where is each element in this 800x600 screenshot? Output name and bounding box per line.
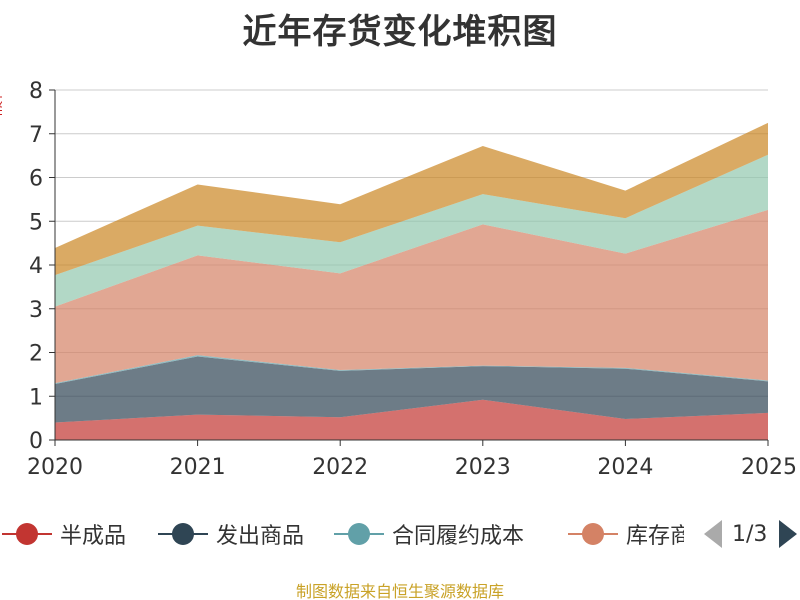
legend-prev-page-icon[interactable] xyxy=(704,520,722,548)
tick-labels: 0 1 2 3 4 5 6 7 8 2020 2021 2022 2023 2024 2025 xyxy=(27,79,797,480)
legend: 半成品 发出商品 合同履约成本 库存商品 1/3 xyxy=(0,512,800,556)
area-series-2[interactable] xyxy=(55,356,768,423)
legend-marker-icon xyxy=(568,518,618,550)
legend-label: 半成品 xyxy=(60,524,127,549)
legend-item[interactable]: 半成品 xyxy=(2,518,126,550)
y-tick-label: 8 xyxy=(29,79,43,104)
x-tick-label: 2021 xyxy=(170,455,226,480)
legend-label: 发出商品 xyxy=(216,524,305,549)
x-tick-label: 2024 xyxy=(597,455,653,480)
legend-items: 半成品 发出商品 合同履约成本 库存商品 xyxy=(0,512,684,556)
y-axis-label: 亿元 xyxy=(0,96,2,136)
legend-page-indicator: 1/3 xyxy=(732,521,768,547)
axes xyxy=(49,89,769,446)
legend-item[interactable]: 发出商品 xyxy=(158,518,304,550)
y-tick-label: 6 xyxy=(29,167,43,192)
area-series-1[interactable] xyxy=(55,399,768,440)
data-source-note: 制图数据来自恒生聚源数据库 xyxy=(295,582,504,600)
legend-label: 库存商品 xyxy=(626,524,684,549)
area-series xyxy=(55,122,768,440)
chart-title: 近年存货变化堆积图 xyxy=(242,12,558,52)
y-tick-label: 3 xyxy=(29,298,43,323)
legend-marker-icon xyxy=(2,518,52,550)
y-tick-label: 1 xyxy=(29,385,43,410)
legend-pager: 1/3 xyxy=(700,518,798,550)
y-tick-label: 4 xyxy=(29,254,43,279)
legend-next-page-icon[interactable] xyxy=(779,520,798,548)
x-tick-label: 2022 xyxy=(312,455,368,480)
y-tick-label: 2 xyxy=(29,342,43,367)
legend-item[interactable]: 库存商品 xyxy=(568,518,684,550)
area-series-5[interactable] xyxy=(55,154,768,307)
legend-marker-icon xyxy=(334,518,384,550)
x-tick-label: 2023 xyxy=(455,455,511,480)
x-tick-label: 2020 xyxy=(27,455,83,480)
area-series-6[interactable] xyxy=(55,122,768,276)
y-tick-label: 5 xyxy=(29,210,43,235)
legend-item[interactable]: 合同履约成本 xyxy=(334,518,524,550)
legend-label: 合同履约成本 xyxy=(392,524,525,549)
area-series-4[interactable] xyxy=(55,209,768,384)
y-tick-label: 7 xyxy=(29,123,43,148)
y-tick-label: 0 xyxy=(29,429,43,454)
legend-marker-icon xyxy=(158,518,208,550)
x-tick-label: 2025 xyxy=(741,455,797,480)
